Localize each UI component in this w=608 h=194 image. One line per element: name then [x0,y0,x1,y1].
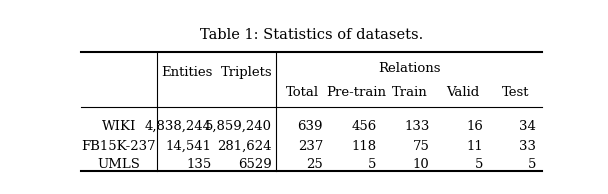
Text: Triplets: Triplets [221,66,272,79]
Text: 6529: 6529 [238,158,272,171]
Text: UMLS: UMLS [97,158,140,171]
Text: 237: 237 [298,140,323,153]
Text: 5: 5 [474,158,483,171]
Text: 10: 10 [413,158,430,171]
Text: Relations: Relations [378,62,441,75]
Text: 118: 118 [351,140,376,153]
Text: 133: 133 [404,120,430,133]
Text: 75: 75 [413,140,430,153]
Text: Pre-train: Pre-train [326,86,386,99]
Text: 5: 5 [528,158,536,171]
Text: 14,541: 14,541 [166,140,212,153]
Text: Total: Total [286,86,319,99]
Text: Table 1: Statistics of datasets.: Table 1: Statistics of datasets. [200,28,423,42]
Text: 25: 25 [306,158,323,171]
Text: Train: Train [392,86,427,99]
Text: Valid: Valid [446,86,479,99]
Text: 16: 16 [466,120,483,133]
Text: 4,838,244: 4,838,244 [145,120,212,133]
Text: 5: 5 [368,158,376,171]
Text: Test: Test [502,86,530,99]
Text: 34: 34 [519,120,536,133]
Text: 456: 456 [351,120,376,133]
Text: 281,624: 281,624 [217,140,272,153]
Text: Entities: Entities [161,66,213,79]
Text: 639: 639 [298,120,323,133]
Text: 5,859,240: 5,859,240 [204,120,272,133]
Text: 135: 135 [187,158,212,171]
Text: 11: 11 [466,140,483,153]
Text: WIKI: WIKI [102,120,136,133]
Text: FB15K-237: FB15K-237 [81,140,156,153]
Text: 33: 33 [519,140,536,153]
